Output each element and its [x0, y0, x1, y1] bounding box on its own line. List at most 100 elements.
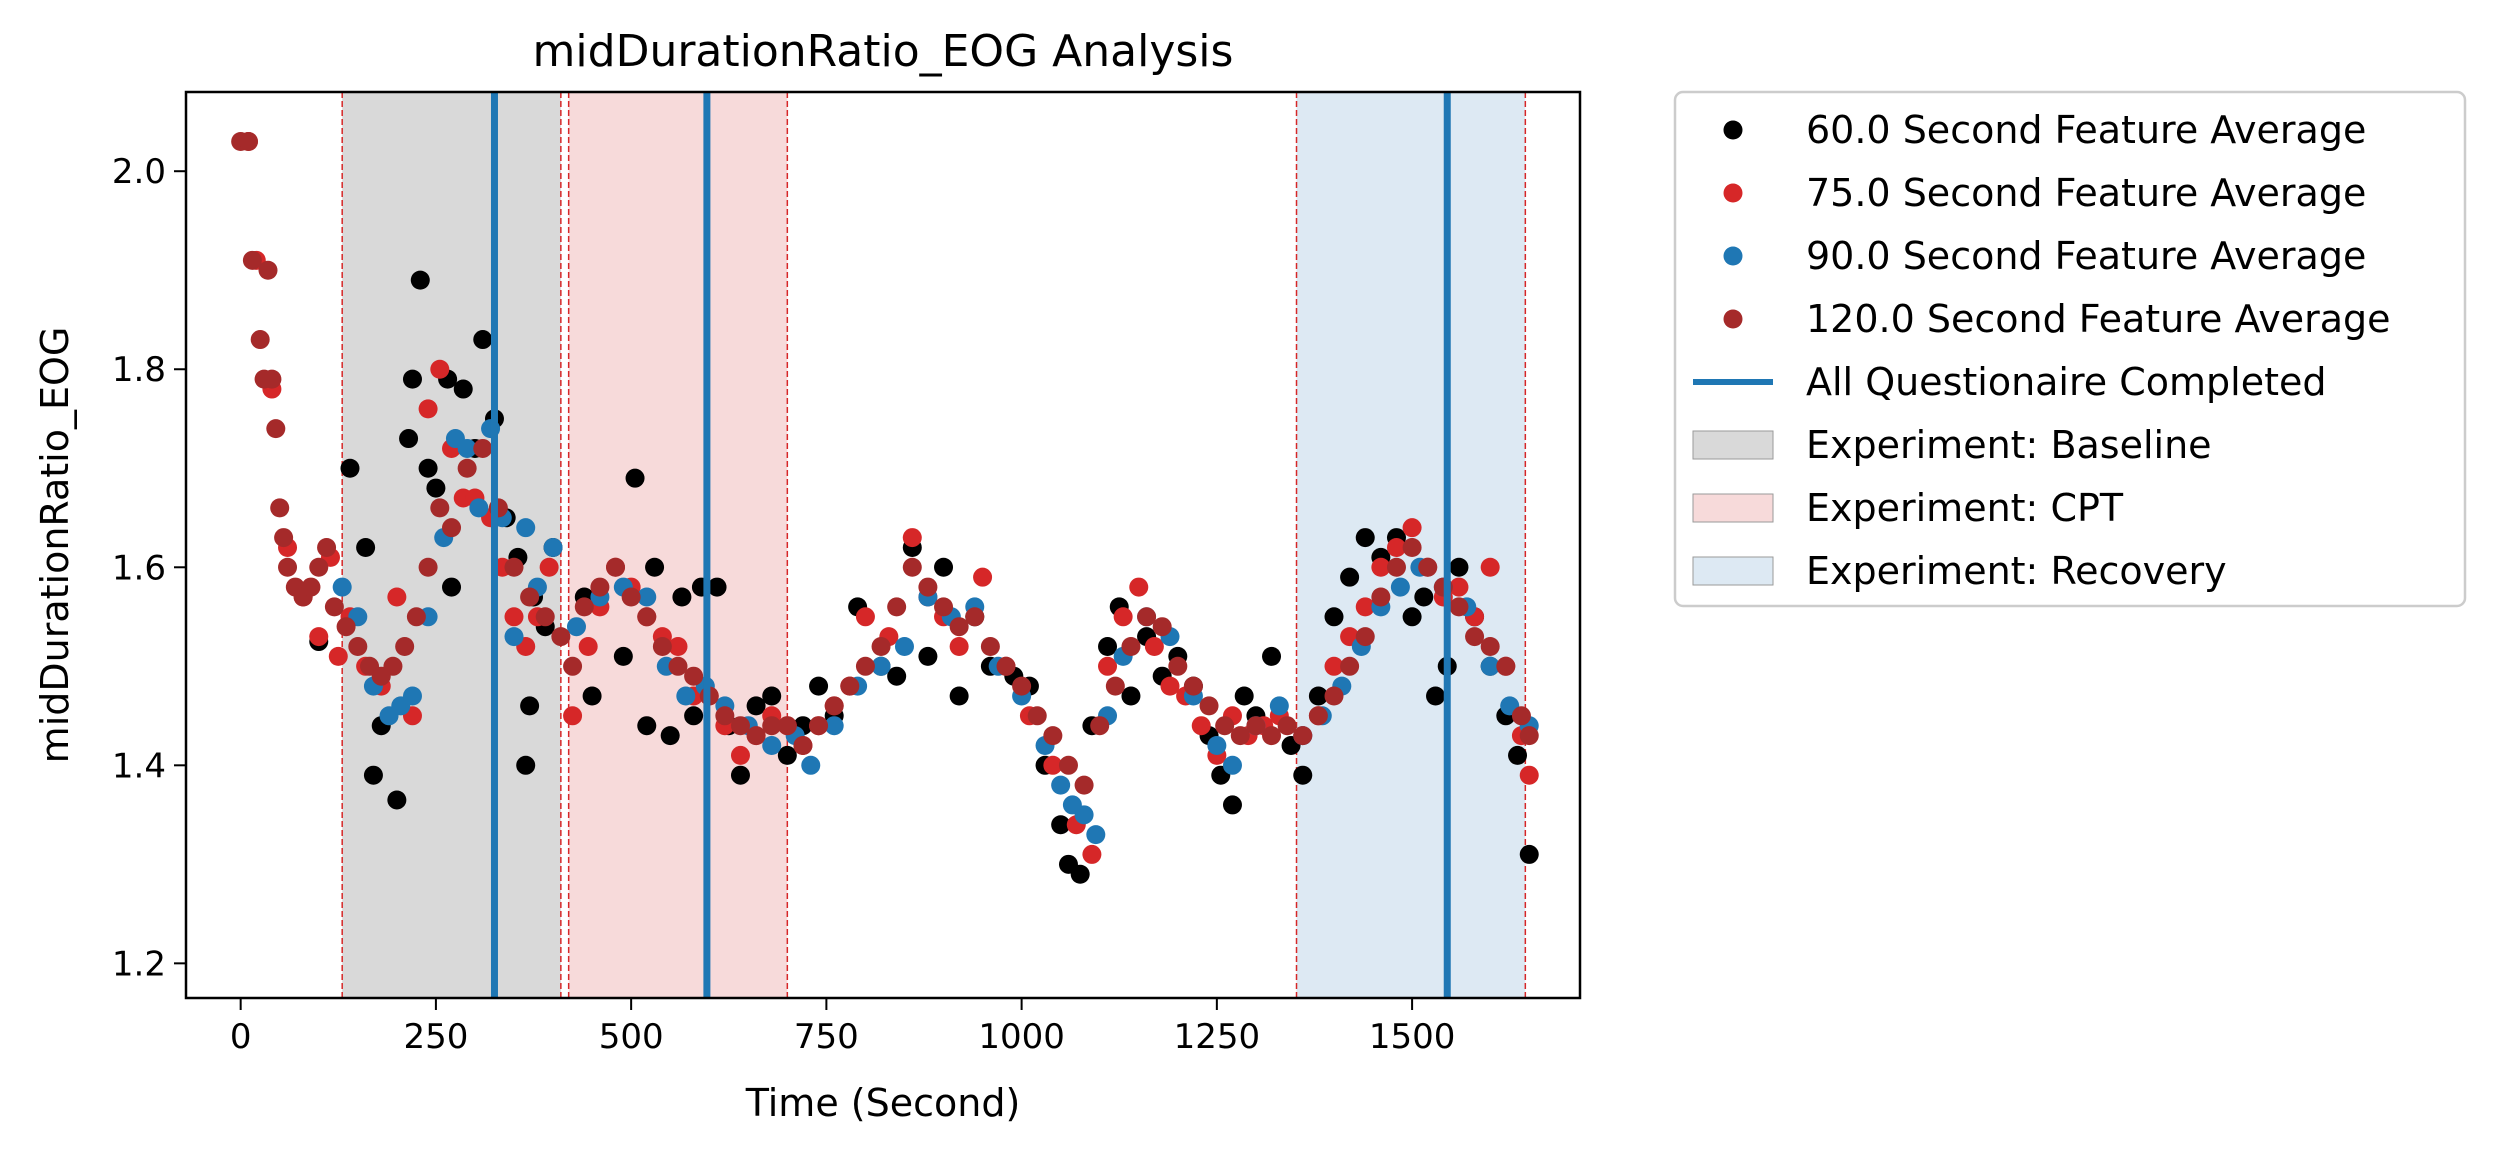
point-s3-62	[996, 656, 1016, 676]
point-s2-28	[801, 755, 821, 775]
plot-frame	[184, 90, 1582, 1000]
point-s3-60	[965, 607, 985, 627]
point-s3-64	[1027, 706, 1047, 726]
point-s3-35	[574, 597, 594, 617]
point-s2-41	[1074, 805, 1094, 825]
point-s1-71	[1355, 597, 1375, 617]
point-s3-68	[1090, 716, 1110, 736]
x-tick-label-4: 1000	[978, 1017, 1065, 1057]
point-s0-55	[1051, 815, 1071, 835]
point-s3-65	[1043, 726, 1063, 746]
point-s1-82	[1519, 765, 1539, 785]
point-s3-7	[266, 419, 286, 439]
point-s0-81	[1414, 587, 1434, 607]
point-s3-8	[270, 498, 290, 518]
point-s3-37	[606, 557, 626, 577]
point-s1-5	[309, 627, 329, 647]
point-s3-41	[668, 656, 688, 676]
point-s0-5	[387, 790, 407, 810]
point-s0-36	[730, 765, 750, 785]
legend: 60.0 Second Feature Average 75.0 Second F…	[1673, 90, 2467, 608]
point-s3-51	[824, 696, 844, 716]
point-s0-75	[1324, 607, 1344, 627]
point-s2-16	[543, 537, 563, 557]
point-s1-25	[578, 636, 598, 656]
point-s3-91	[1449, 597, 1469, 617]
x-axis-label: Time (Second)	[745, 1081, 1021, 1125]
point-s2-32	[894, 636, 914, 656]
point-s3-87	[1386, 557, 1406, 577]
x-tick-label-0: 0	[230, 1017, 252, 1057]
point-s3-50	[809, 716, 829, 736]
point-s0-8	[410, 270, 430, 290]
point-s0-77	[1355, 528, 1375, 548]
point-s0-15	[473, 330, 493, 350]
point-s1-43	[855, 607, 875, 627]
point-s3-89	[1418, 557, 1438, 577]
legend-marker-1	[1723, 183, 1743, 203]
point-s0-89	[1519, 844, 1539, 864]
point-s1-79	[1480, 557, 1500, 577]
point-s1-54	[1082, 844, 1102, 864]
x-tick-label-3: 750	[794, 1017, 859, 1057]
point-s0-28	[637, 716, 657, 736]
x-tick-label-6: 1500	[1369, 1017, 1456, 1057]
point-s3-63	[1012, 676, 1032, 696]
point-s3-44	[715, 706, 735, 726]
point-s0-84	[1449, 557, 1469, 577]
experiment-regions	[341, 92, 1527, 998]
point-s3-52	[840, 676, 860, 696]
y-tick-label-4: 2.0	[112, 152, 166, 192]
point-s2-61	[1480, 656, 1500, 676]
point-s2-31	[871, 656, 891, 676]
point-s2-9	[457, 438, 477, 458]
point-s1-56	[1113, 607, 1133, 627]
point-s3-1	[238, 132, 258, 152]
point-s3-72	[1152, 617, 1172, 637]
point-s1-11	[387, 587, 407, 607]
y-tick-label-1: 1.4	[112, 746, 166, 786]
point-s0-49	[949, 686, 969, 706]
legend-marker-2	[1723, 246, 1743, 266]
point-s2-51	[1269, 696, 1289, 716]
point-s0-9	[418, 458, 438, 478]
point-s1-48	[949, 636, 969, 656]
chart-title: midDurationRatio_EOG Analysis	[533, 26, 1234, 77]
point-s3-36	[590, 577, 610, 597]
x-tick-label-5: 1250	[1174, 1017, 1261, 1057]
point-s3-26	[442, 518, 462, 538]
point-s3-95	[1511, 706, 1531, 726]
point-s3-54	[871, 636, 891, 656]
y-tick-label-2: 1.6	[112, 548, 166, 588]
point-s3-93	[1480, 636, 1500, 656]
point-s3-76	[1215, 716, 1235, 736]
point-s1-59	[1160, 676, 1180, 696]
point-s3-78	[1246, 716, 1266, 736]
legend-marker-3	[1723, 309, 1743, 329]
point-s3-2	[242, 250, 262, 270]
point-s0-37	[746, 696, 766, 716]
point-s2-48	[1207, 736, 1227, 756]
y-tick-label-3: 1.8	[112, 350, 166, 390]
point-s3-75	[1199, 696, 1219, 716]
point-s3-33	[551, 627, 571, 647]
point-s2-42	[1086, 825, 1106, 845]
point-s1-7	[328, 646, 348, 666]
point-s3-17	[336, 617, 356, 637]
point-s3-69	[1105, 676, 1125, 696]
point-s1-23	[539, 557, 559, 577]
point-s0-29	[645, 557, 665, 577]
point-s0-68	[1222, 795, 1242, 815]
point-s3-94	[1496, 656, 1516, 676]
axis-ticks: 0 250 500 750 1000 1250 1500 1.2 1.4 1.6 1.8 2.0	[112, 152, 1455, 1057]
point-s3-9	[274, 528, 294, 548]
point-s0-13	[453, 379, 473, 399]
point-s2-26	[762, 736, 782, 756]
point-s3-53	[855, 656, 875, 676]
point-s1-13	[418, 399, 438, 419]
point-s1-61	[1191, 716, 1211, 736]
point-s1-73	[1386, 537, 1406, 557]
point-s3-66	[1058, 755, 1078, 775]
point-s0-2	[356, 537, 376, 557]
